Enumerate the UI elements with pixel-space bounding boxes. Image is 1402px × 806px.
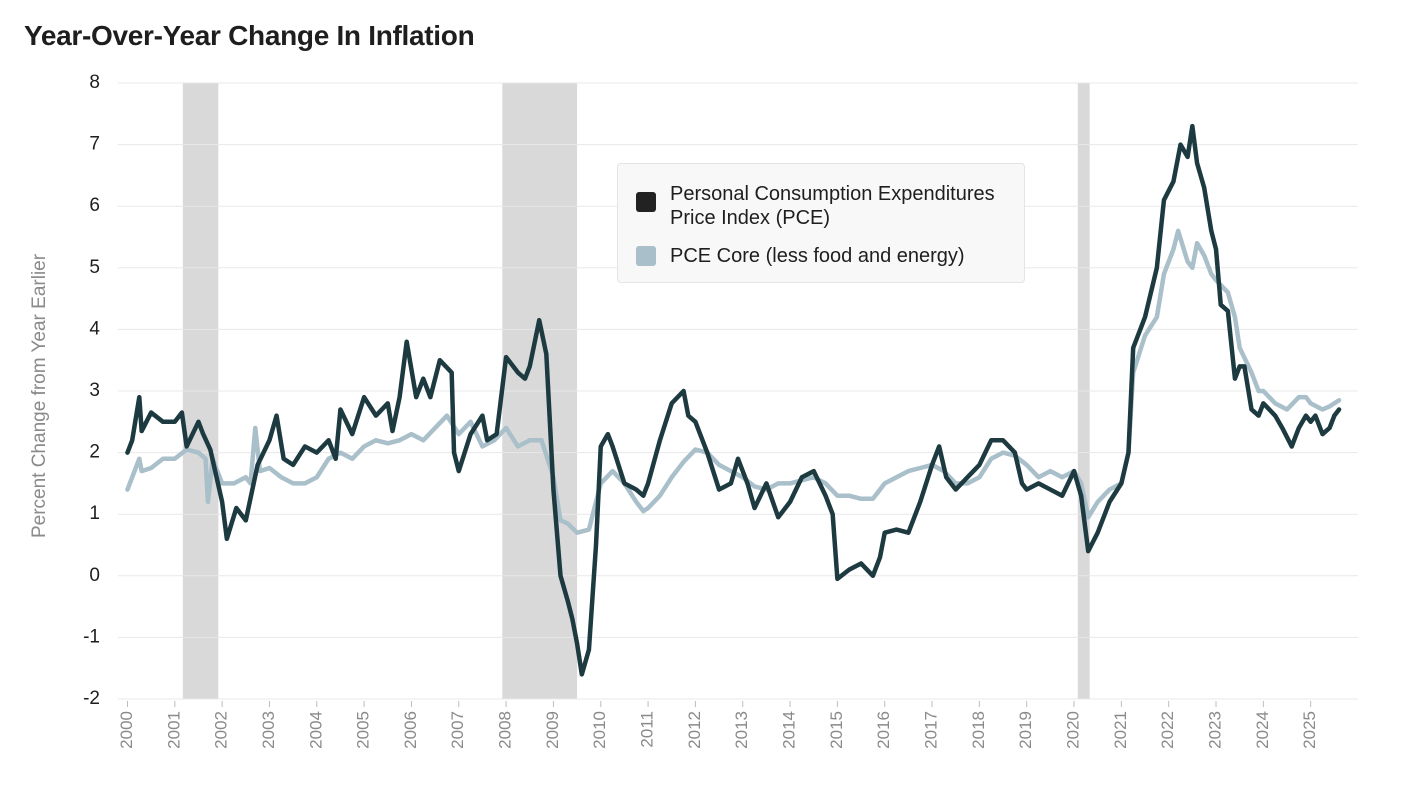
y-axis-label: Percent Change from Year Earlier [29, 253, 50, 538]
x-tick-label: 2008 [496, 711, 515, 749]
y-tick-label: 2 [89, 442, 100, 463]
y-tick-label: 7 [89, 134, 100, 155]
x-tick-label: 2012 [685, 711, 704, 749]
x-tick-label: 2020 [1064, 711, 1083, 749]
y-tick-label: 4 [89, 318, 100, 339]
x-tick-label: 2019 [1016, 711, 1035, 749]
x-tick-label: 2011 [638, 711, 657, 748]
x-tick-label: 2005 [354, 711, 373, 749]
x-tick-label: 2009 [543, 711, 562, 749]
legend-swatch [636, 246, 656, 266]
x-tick-label: 2010 [590, 711, 609, 749]
y-tick-label: 8 [89, 72, 100, 93]
y-tick-label: -1 [83, 626, 100, 647]
y-tick-label: 3 [89, 380, 100, 401]
legend-label: Personal Consumption Expenditures Price … [670, 183, 995, 229]
y-tick-label: 0 [89, 565, 100, 586]
x-tick-label: 2025 [1300, 711, 1319, 749]
legend-label: PCE Core (less food and energy) [670, 245, 965, 267]
legend-swatch [636, 192, 656, 212]
legend: Personal Consumption Expenditures Price … [617, 163, 1025, 283]
x-tick-label: 2014 [780, 711, 799, 749]
x-tick-label: 2004 [306, 711, 325, 749]
y-tick-label: 5 [89, 257, 100, 278]
x-tick-label: 2013 [732, 711, 751, 749]
x-tick-label: 2015 [827, 711, 846, 749]
x-tick-label: 2024 [1253, 711, 1272, 749]
y-tick-label: 6 [89, 195, 100, 216]
x-tick-label: 2006 [401, 711, 420, 749]
y-tick-label: 1 [89, 503, 100, 524]
chart-title: Year-Over-Year Change In Inflation [24, 20, 475, 51]
x-tick-label: 2021 [1111, 711, 1130, 749]
x-tick-label: 2000 [117, 711, 136, 749]
x-tick-label: 2018 [969, 711, 988, 749]
y-tick-label: -2 [83, 688, 100, 709]
legend-item: Personal Consumption Expenditures Price … [636, 182, 1008, 230]
series-line [125, 123, 1342, 677]
x-tick-label: 2007 [448, 711, 467, 749]
x-tick-label: 2022 [1158, 711, 1177, 749]
x-tick-label: 2003 [259, 711, 278, 749]
x-tick-label: 2002 [212, 711, 231, 749]
x-tick-label: 2017 [922, 711, 941, 749]
legend-item: PCE Core (less food and energy) [636, 244, 1008, 268]
x-tick-label: 2023 [1205, 711, 1224, 749]
x-tick-label: 2016 [874, 711, 893, 749]
x-tick-label: 2001 [164, 711, 183, 749]
